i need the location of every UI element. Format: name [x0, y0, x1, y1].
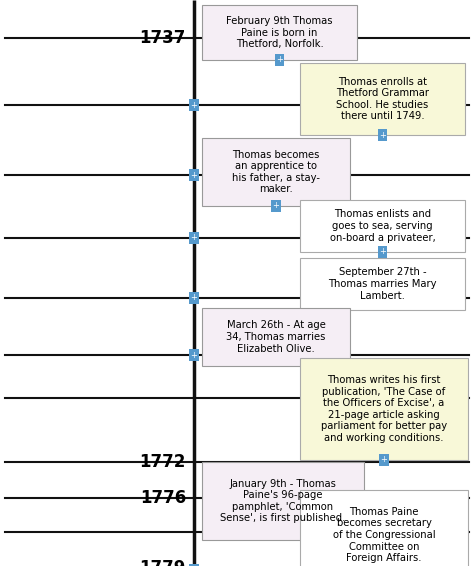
Text: +: +	[191, 234, 198, 242]
Text: March 26th - At age
34, Thomas marries
Elizabeth Olive.: March 26th - At age 34, Thomas marries E…	[226, 320, 326, 354]
Text: +: +	[191, 170, 198, 179]
Text: 1779: 1779	[140, 559, 186, 566]
FancyBboxPatch shape	[300, 200, 465, 252]
Text: +: +	[379, 131, 386, 139]
Text: 1772: 1772	[140, 453, 186, 471]
Text: +: +	[276, 55, 283, 65]
Text: Thomas enrolls at
Thetford Grammar
School. He studies
there until 1749.: Thomas enrolls at Thetford Grammar Schoo…	[336, 76, 429, 121]
Text: +: +	[273, 201, 280, 211]
FancyBboxPatch shape	[202, 5, 357, 60]
FancyBboxPatch shape	[300, 490, 468, 566]
Text: September 27th -
Thomas marries Mary
Lambert.: September 27th - Thomas marries Mary Lam…	[328, 267, 437, 301]
FancyBboxPatch shape	[202, 138, 350, 206]
Text: +: +	[191, 294, 198, 302]
Text: February 9th Thomas
Paine is born in
Thetford, Norfolk.: February 9th Thomas Paine is born in The…	[226, 16, 333, 49]
Text: Thomas becomes
an apprentice to
his father, a stay-
maker.: Thomas becomes an apprentice to his fath…	[232, 149, 320, 194]
Text: Thomas writes his first
publication, 'The Case of
the Officers of Excise', a
21-: Thomas writes his first publication, 'Th…	[321, 375, 447, 443]
FancyBboxPatch shape	[202, 308, 350, 366]
Text: +: +	[191, 350, 198, 359]
FancyBboxPatch shape	[300, 258, 465, 310]
Text: 1737: 1737	[140, 29, 186, 47]
FancyBboxPatch shape	[202, 462, 364, 540]
Text: January 9th - Thomas
Paine's 96-page
pamphlet, 'Common
Sense', is first publishe: January 9th - Thomas Paine's 96-page pam…	[220, 479, 346, 524]
Text: Thomas Paine
becomes secretary
of the Congressional
Committee on
Foreign Affairs: Thomas Paine becomes secretary of the Co…	[333, 507, 435, 563]
Text: +: +	[191, 101, 198, 109]
Text: +: +	[379, 247, 386, 256]
Text: 1776: 1776	[140, 489, 186, 507]
Text: +: +	[381, 456, 387, 465]
FancyBboxPatch shape	[300, 63, 465, 135]
Text: Thomas enlists and
goes to sea, serving
on-board a privateer,: Thomas enlists and goes to sea, serving …	[329, 209, 436, 243]
FancyBboxPatch shape	[300, 358, 468, 460]
